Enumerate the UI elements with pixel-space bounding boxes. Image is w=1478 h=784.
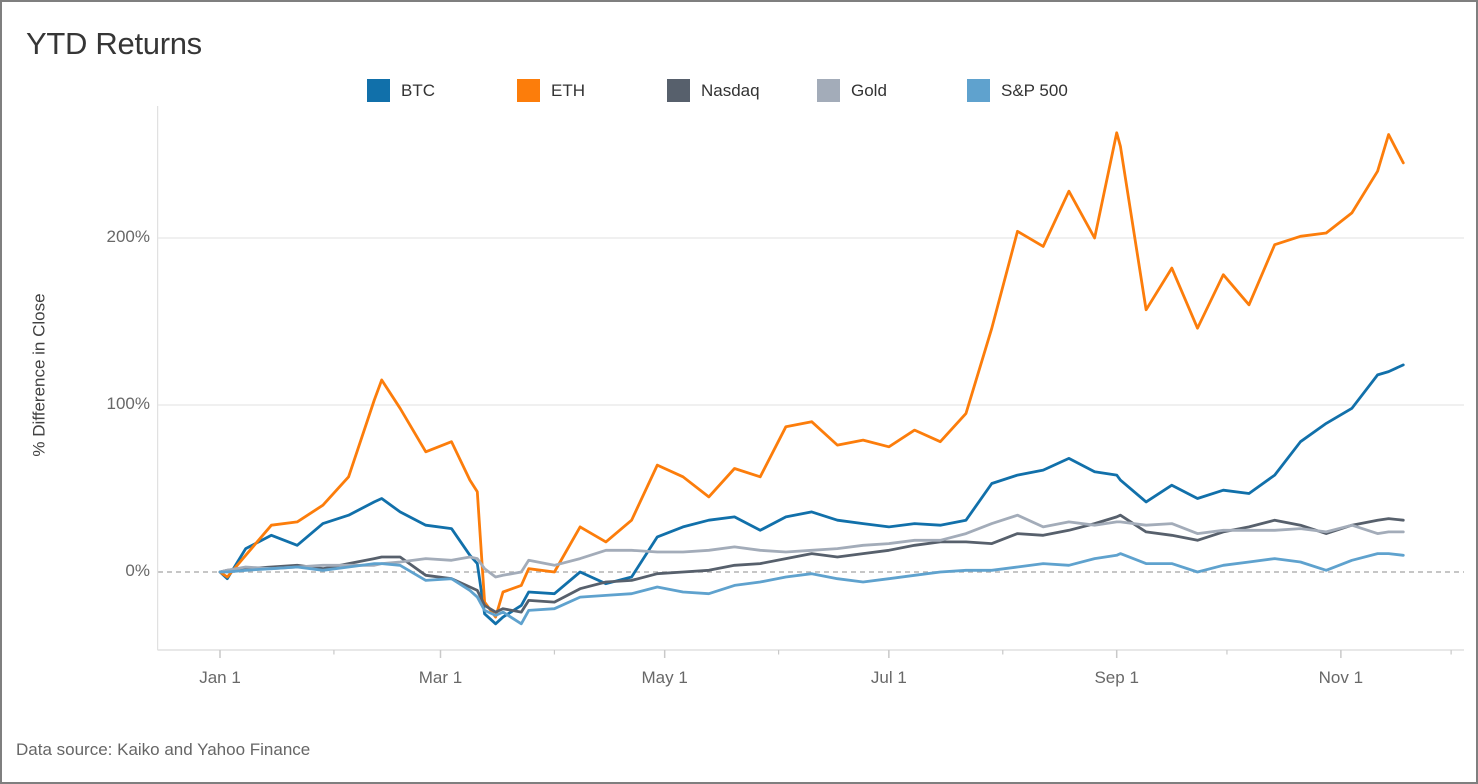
legend-item-gold[interactable]: Gold <box>817 79 967 102</box>
y-tick-label-100: 100% <box>106 394 150 413</box>
legend-swatch-btc <box>367 79 390 102</box>
data-source-caption: Data source: Kaiko and Yahoo Finance <box>16 740 311 759</box>
x-tick-label-mar-1: Mar 1 <box>418 668 463 687</box>
series-line-gold <box>218 513 1405 579</box>
x-tick-label-nov-1: Nov 1 <box>1318 668 1364 687</box>
series-line-btc <box>218 363 1405 626</box>
legend-label: ETH <box>551 80 585 100</box>
legend-label: S&P 500 <box>1001 80 1068 100</box>
series-line-sp500 <box>218 552 1405 626</box>
series-line-nasdaq <box>218 513 1405 614</box>
y-axis-title-wrap: % Difference in Close <box>18 170 62 580</box>
legend-item-btc[interactable]: BTC <box>367 79 517 102</box>
legend-item-nasdaq[interactable]: Nasdaq <box>667 79 817 102</box>
legend-label: Nasdaq <box>701 80 760 100</box>
x-tick-label-jul-1: Jul 1 <box>870 668 907 687</box>
legend: BTC ETH Nasdaq Gold S&P 500 <box>367 79 1068 102</box>
x-tick-label-sep-1: Sep 1 <box>1094 668 1139 687</box>
legend-swatch-eth <box>517 79 540 102</box>
y-tick-label-200: 200% <box>106 227 150 246</box>
legend-label: Gold <box>851 80 887 100</box>
x-tick-label-jan-1: Jan 1 <box>199 668 241 687</box>
y-axis-title: % Difference in Close <box>30 293 49 457</box>
page-title: YTD Returns <box>26 26 202 61</box>
legend-label: BTC <box>401 80 435 100</box>
legend-swatch-gold <box>817 79 840 102</box>
legend-item-eth[interactable]: ETH <box>517 79 667 102</box>
y-tick-label-0: 0% <box>125 561 150 580</box>
legend-item-sp500[interactable]: S&P 500 <box>967 79 1068 102</box>
x-tick-label-may-1: May 1 <box>641 668 688 687</box>
legend-swatch-nasdaq <box>667 79 690 102</box>
series-line-eth <box>218 131 1405 619</box>
chart-plot-area[interactable] <box>157 106 1469 662</box>
legend-swatch-sp500 <box>967 79 990 102</box>
